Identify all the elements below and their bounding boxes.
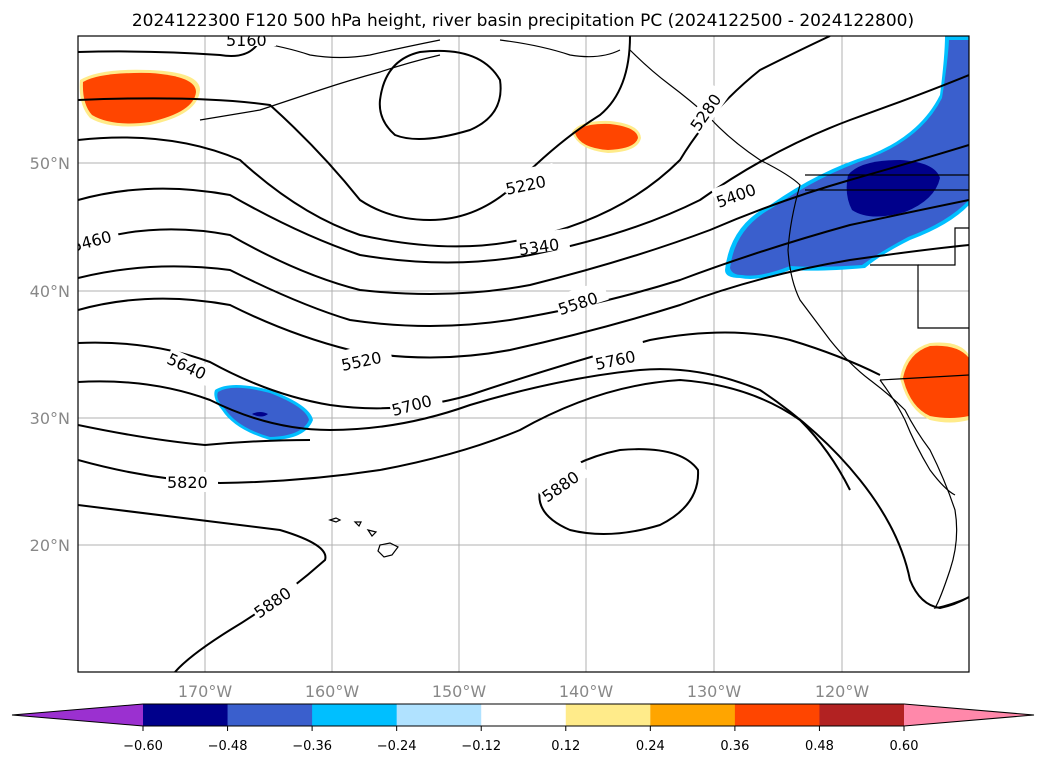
- colorbar-tick-label: 0.24: [636, 739, 665, 754]
- height-contours: [78, 36, 969, 672]
- map-title: 2024122300 F120 500 hPa height, river ba…: [132, 11, 914, 31]
- colorbar-segment: [481, 704, 567, 726]
- lon-label: 160°W: [305, 682, 360, 701]
- colorbar-tick-label: −0.24: [377, 739, 417, 754]
- colorbar-segment: [312, 704, 398, 726]
- colorbar-tick-label: −0.36: [292, 739, 332, 754]
- lon-label: 130°W: [687, 682, 742, 701]
- lon-label: 140°W: [559, 682, 614, 701]
- contour-label: 5820: [167, 473, 208, 492]
- longitude-labels: 170°W 160°W 150°W 140°W 130°W 120°W: [178, 682, 870, 701]
- colorbar-segment: [734, 704, 820, 726]
- latitude-labels: 50°N 40°N 30°N 20°N: [30, 154, 70, 555]
- map-area: 5160 5220 5280 5340 5400 5460 5520 5580 …: [69, 31, 969, 672]
- colorbar-segment: [819, 704, 905, 726]
- colorbar-segment: [650, 704, 736, 726]
- colorbar-tick-label: 0.48: [805, 739, 834, 754]
- contour-label: 5460: [69, 227, 113, 256]
- colorbar-tick-label: −0.60: [123, 739, 163, 754]
- colorbar-tick-label: −0.48: [208, 739, 248, 754]
- contour-label: 5580: [556, 288, 601, 319]
- colorbar-tick-label: 0.36: [720, 739, 749, 754]
- colorbar: −0.60 −0.48 −0.36 −0.24 −0.12 0.12 0.24 0.36 0.4…: [11, 703, 1035, 754]
- colorbar-tick-label: 0.12: [551, 739, 580, 754]
- coastlines: [199, 39, 969, 609]
- colorbar-segment: [143, 704, 229, 726]
- colorbar-segment: [565, 704, 651, 726]
- colorbar-segment: [396, 704, 482, 726]
- colorbar-segment: [227, 704, 313, 726]
- graticule: [78, 36, 969, 672]
- lat-label: 20°N: [30, 536, 70, 555]
- colorbar-extend-left: [12, 704, 143, 726]
- contour-label: 5400: [714, 180, 759, 212]
- lat-label: 30°N: [30, 409, 70, 428]
- lon-label: 170°W: [178, 682, 233, 701]
- colorbar-tick-label: 0.60: [890, 739, 919, 754]
- colorbar-tick-label: −0.12: [461, 739, 501, 754]
- map-frame: [77, 35, 970, 673]
- colorbar-extend-right: [904, 704, 1034, 726]
- contour-label: 5160: [226, 31, 267, 50]
- lat-label: 40°N: [30, 282, 70, 301]
- lat-label: 50°N: [30, 154, 70, 173]
- lon-label: 120°W: [815, 682, 870, 701]
- lon-label: 150°W: [432, 682, 487, 701]
